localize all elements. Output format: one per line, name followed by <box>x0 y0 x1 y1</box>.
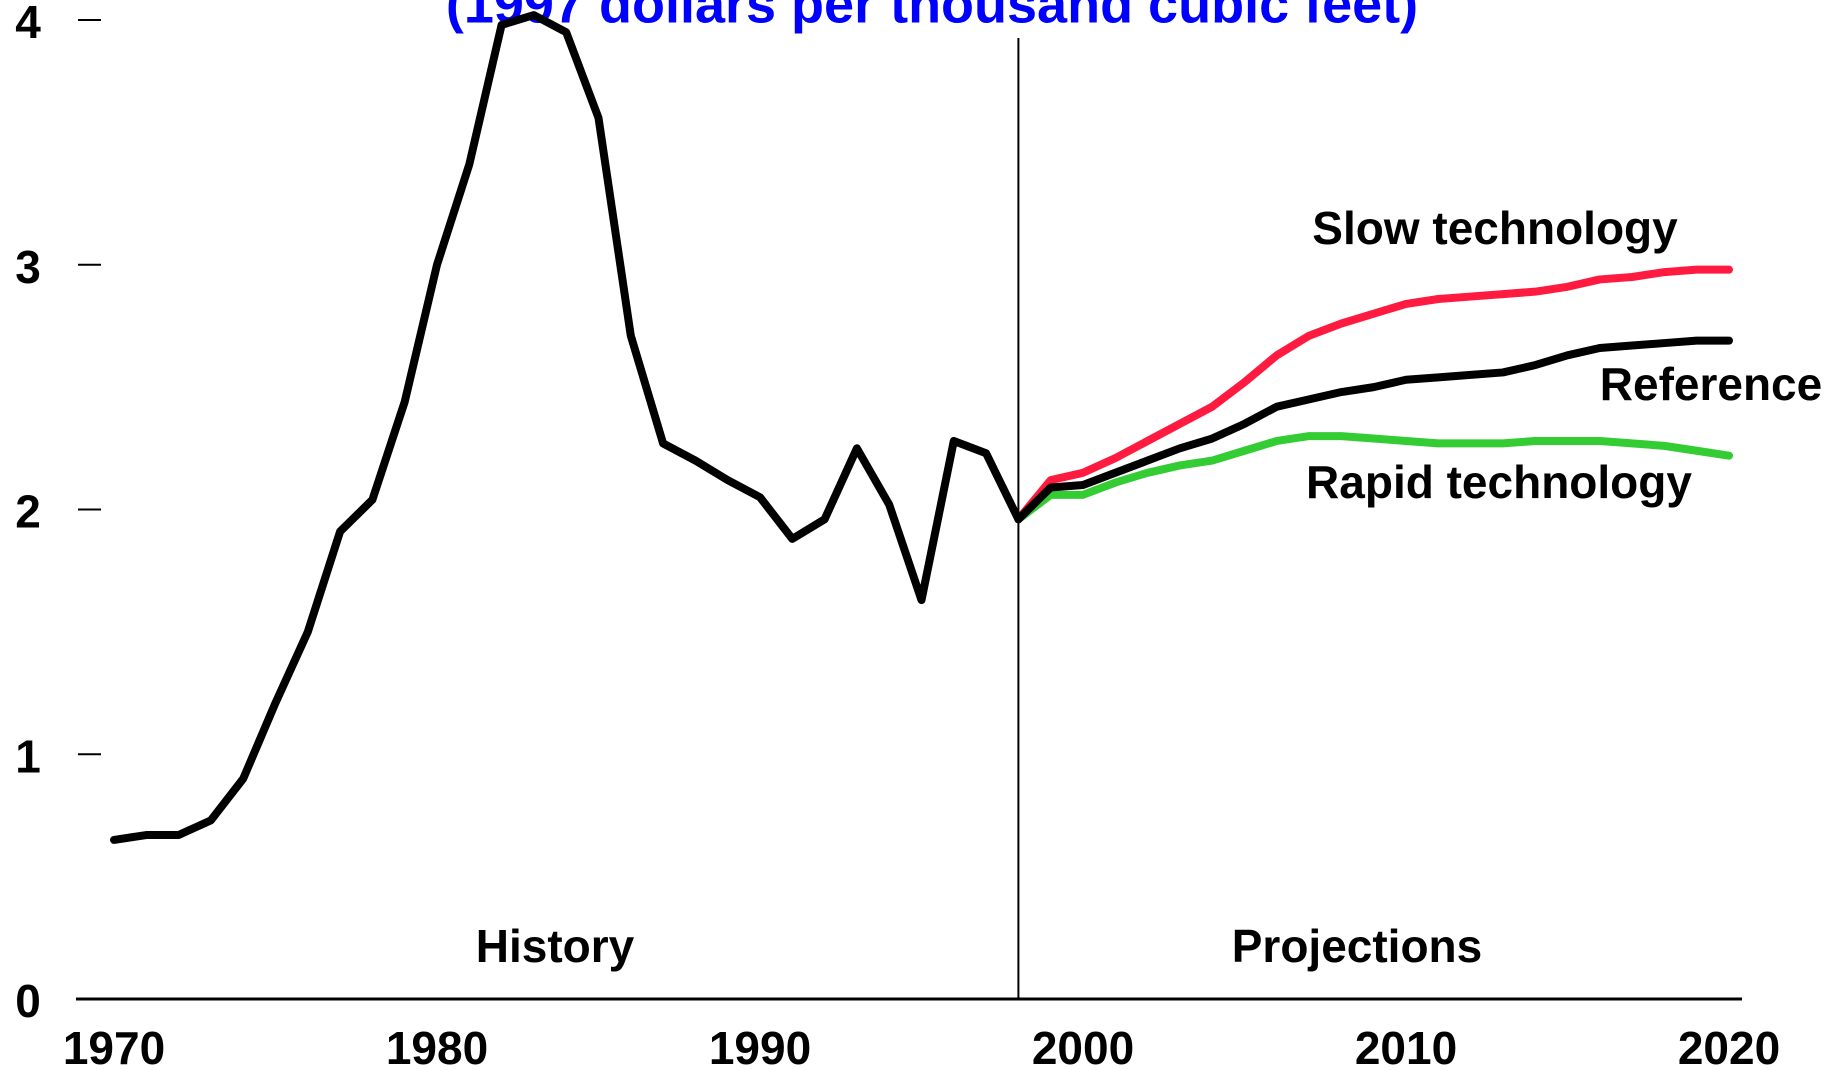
x-tick-label: 1990 <box>709 1022 811 1070</box>
series-line <box>110 11 1023 844</box>
y-tick-label: 2 <box>15 486 41 538</box>
x-tick-label: 1980 <box>386 1022 488 1070</box>
y-tick-label: 3 <box>15 241 41 293</box>
chart-title: (1997 dollars per thousand cubic feet) <box>446 0 1418 34</box>
y-tick-label: 0 <box>15 975 41 1027</box>
series-line <box>1014 265 1733 524</box>
series-label: Slow technology <box>1312 202 1678 254</box>
annotation: History <box>476 920 635 972</box>
x-tick-label: 1970 <box>63 1022 165 1070</box>
series-label: Rapid technology <box>1306 456 1692 508</box>
series-line <box>1014 432 1733 524</box>
series-label: Reference <box>1600 358 1822 410</box>
annotation: Projections <box>1232 920 1483 972</box>
y-tick-label: 4 <box>15 0 41 48</box>
x-tick-label: 2000 <box>1032 1022 1134 1070</box>
x-tick-label: 2020 <box>1678 1022 1780 1070</box>
series-line <box>1014 336 1733 524</box>
x-tick-label: 2010 <box>1355 1022 1457 1070</box>
y-tick-label: 1 <box>15 730 41 782</box>
